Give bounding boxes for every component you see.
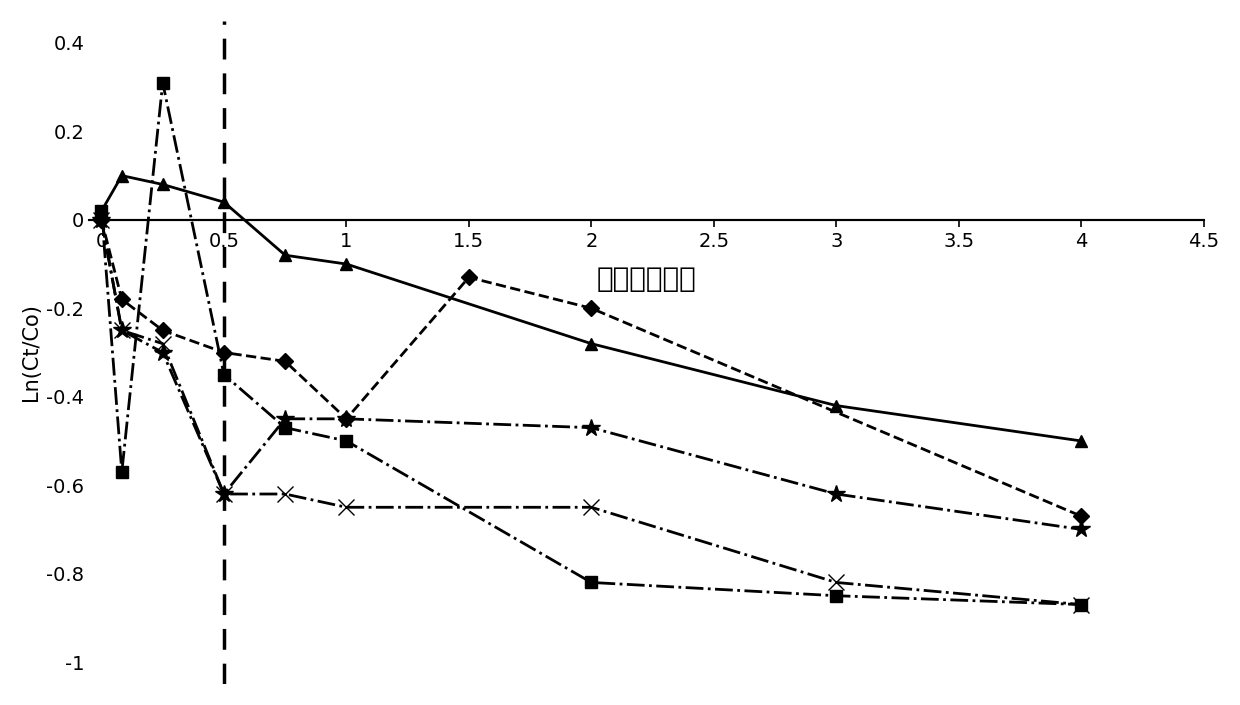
Y-axis label: Ln(Ct/Co): Ln(Ct/Co)	[21, 304, 41, 401]
X-axis label: 时间（小时）: 时间（小时）	[596, 264, 697, 293]
